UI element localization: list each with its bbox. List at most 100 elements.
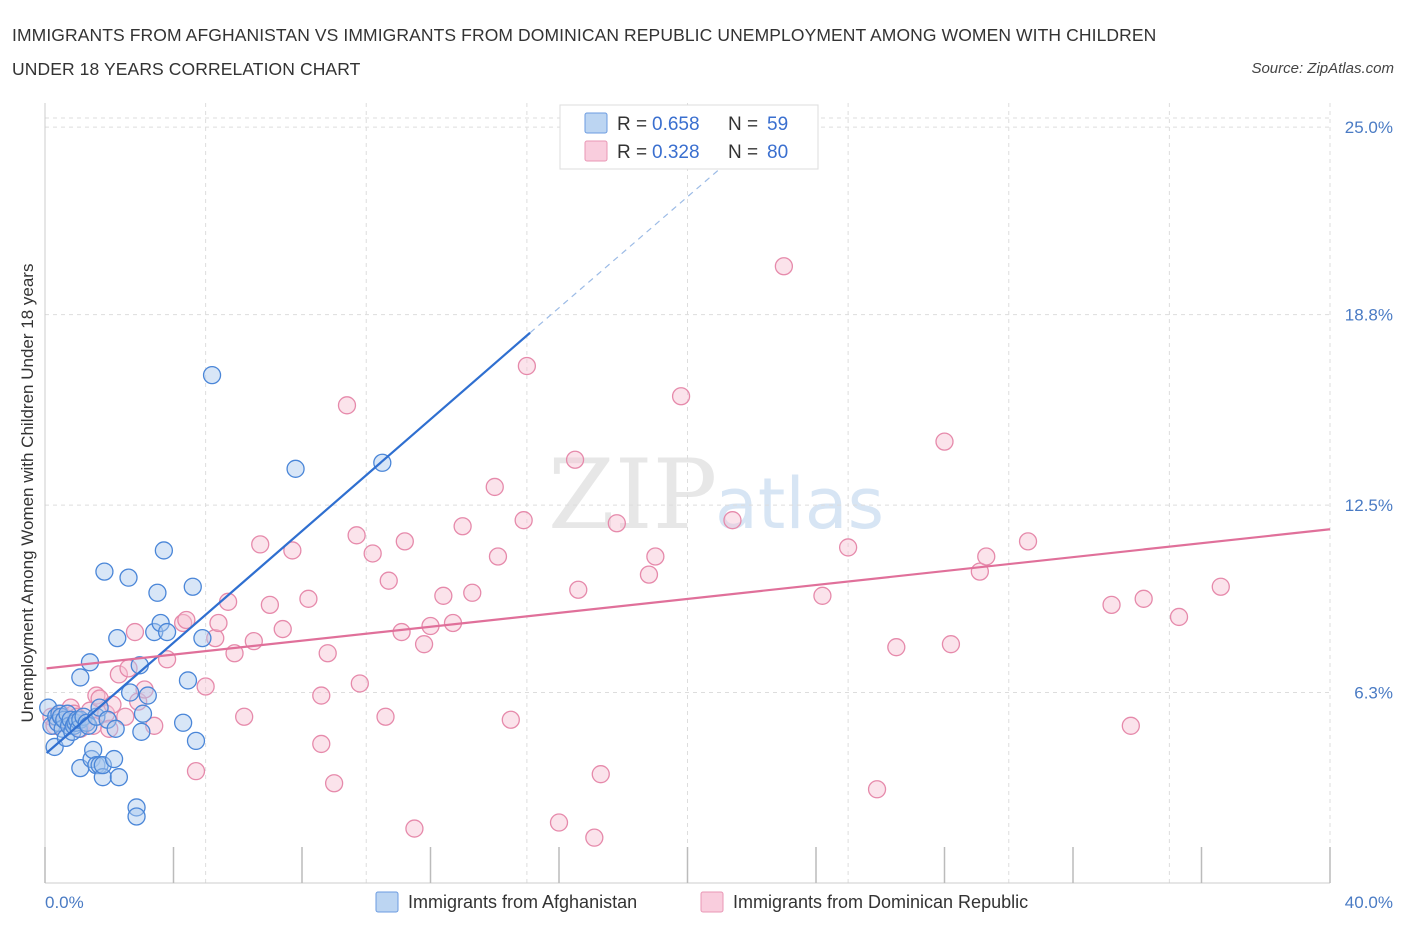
- data-point-afghanistan: [108, 628, 127, 648]
- data-point-dominican-republic: [414, 635, 434, 654]
- data-point-dominican-republic: [1102, 595, 1121, 615]
- data-point-dominican-republic: [1134, 589, 1153, 608]
- data-point-dominican-republic: [453, 517, 472, 536]
- axes: [44, 103, 1331, 884]
- data-point-dominican-republic: [337, 396, 357, 415]
- data-point-afghanistan: [104, 749, 124, 769]
- data-point-dominican-republic: [723, 511, 742, 530]
- legend-r-label-1: R =: [617, 114, 647, 135]
- data-point-dominican-republic: [646, 547, 665, 566]
- data-point-dominican-republic: [312, 734, 331, 754]
- bottom-legend-swatch-afghanistan: [375, 891, 399, 913]
- data-point-dominican-republic: [501, 710, 520, 729]
- bottom-legend-dominican-republic: Immigrants from Dominican Republic: [733, 892, 1028, 912]
- y-axis-label: Unemployment Among Women with Children U…: [18, 264, 37, 723]
- chart-title: IMMIGRANTS FROM AFGHANISTAN VS IMMIGRANT…: [12, 25, 1157, 79]
- data-point-dominican-republic: [206, 628, 225, 648]
- data-point-dominican-republic: [607, 514, 626, 533]
- data-point-dominican-republic: [1169, 607, 1189, 627]
- watermark-atlas: atlas: [715, 463, 884, 545]
- points-dominican-republic: [42, 257, 1230, 847]
- data-point-dominican-republic: [283, 541, 302, 560]
- data-point-dominican-republic: [299, 589, 318, 608]
- data-point-dominican-republic: [1211, 577, 1230, 596]
- legend-swatch-afghanistan: [584, 112, 608, 134]
- data-point-dominican-republic: [260, 595, 280, 615]
- data-point-dominican-republic: [813, 586, 832, 605]
- legend-n-label-1: N =: [728, 114, 758, 135]
- data-point-dominican-republic: [376, 707, 395, 726]
- data-point-afghanistan: [109, 768, 129, 787]
- data-point-dominican-republic: [392, 622, 411, 642]
- data-point-afghanistan: [138, 686, 157, 705]
- data-point-dominican-republic: [774, 257, 794, 276]
- data-point-dominican-republic: [318, 644, 337, 663]
- bottom-legend-afghanistan: Immigrants from Afghanistan: [408, 892, 637, 912]
- legend-n-label-2: N =: [728, 142, 758, 163]
- data-point-afghanistan: [127, 807, 146, 826]
- bottom-legend-swatch-dominican-republic: [700, 891, 724, 913]
- data-point-dominican-republic: [585, 828, 604, 847]
- legend-r-value-dominican-republic: 0.328: [652, 142, 700, 163]
- trend-line-afghanistan-extension: [529, 163, 727, 334]
- points-afghanistan: [39, 365, 392, 826]
- data-point-dominican-republic: [463, 583, 482, 602]
- data-point-dominican-republic: [125, 622, 145, 642]
- data-point-afghanistan: [186, 731, 206, 751]
- legend-n-value-dominican-republic: 80: [767, 142, 788, 163]
- data-point-dominican-republic: [177, 610, 196, 630]
- legend-n-value-afghanistan: 59: [767, 114, 788, 135]
- data-point-afghanistan: [148, 583, 167, 602]
- data-point-afghanistan: [133, 704, 153, 723]
- data-point-dominican-republic: [324, 774, 344, 793]
- gridlines: [45, 103, 1331, 883]
- data-point-dominican-republic: [395, 532, 414, 551]
- data-point-afghanistan: [193, 628, 212, 648]
- data-point-afghanistan: [95, 562, 114, 581]
- legend-r-value-afghanistan: 0.658: [652, 114, 700, 135]
- data-point-dominican-republic: [591, 765, 610, 784]
- data-point-dominican-republic: [350, 674, 369, 693]
- data-point-dominican-republic: [639, 565, 659, 584]
- data-point-dominican-republic: [517, 356, 537, 376]
- data-point-dominican-republic: [405, 819, 424, 838]
- data-point-afghanistan: [286, 459, 305, 478]
- data-point-dominican-republic: [549, 813, 569, 832]
- data-point-dominican-republic: [514, 511, 533, 530]
- data-point-afghanistan: [132, 722, 151, 741]
- source-label: Source: ZipAtlas.com: [1251, 60, 1394, 77]
- data-point-dominican-republic: [347, 526, 366, 545]
- data-point-dominican-republic: [109, 665, 129, 684]
- data-point-afghanistan: [151, 613, 170, 633]
- data-point-afghanistan: [178, 671, 198, 690]
- data-point-afghanistan: [119, 568, 138, 587]
- data-point-dominican-republic: [100, 719, 119, 738]
- data-point-dominican-republic: [941, 635, 961, 654]
- data-point-afghanistan: [84, 740, 103, 760]
- data-point-afghanistan: [120, 683, 140, 702]
- data-point-afghanistan: [71, 668, 90, 687]
- data-point-dominican-republic: [209, 613, 228, 633]
- bottom-legend: Immigrants from Afghanistan Immigrants f…: [375, 891, 1028, 913]
- y-tick-label: 12.5%: [1345, 496, 1393, 515]
- data-point-afghanistan: [93, 755, 112, 775]
- data-point-dominican-republic: [977, 547, 996, 566]
- data-point-dominican-republic: [186, 761, 206, 781]
- data-point-dominican-republic: [312, 686, 331, 705]
- data-point-dominican-republic: [434, 586, 453, 605]
- legend-r-label-2: R =: [617, 142, 647, 163]
- data-point-dominican-republic: [379, 571, 398, 590]
- data-point-afghanistan: [157, 622, 177, 642]
- data-point-dominican-republic: [569, 580, 588, 599]
- data-point-dominican-republic: [1018, 532, 1038, 551]
- data-point-dominican-republic: [887, 638, 906, 657]
- trend-line-dominican-republic: [46, 528, 1331, 670]
- y-tick-label: 6.3%: [1354, 684, 1393, 703]
- data-point-dominican-republic: [235, 707, 254, 726]
- x-tick-label-max: 40.0%: [1345, 893, 1393, 912]
- trend-lines: [45, 163, 1331, 754]
- tick-labels: 6.3% 12.5% 18.8% 25.0% 0.0% 40.0%: [45, 118, 1393, 912]
- data-point-afghanistan: [77, 713, 96, 732]
- data-point-afghanistan: [173, 713, 193, 732]
